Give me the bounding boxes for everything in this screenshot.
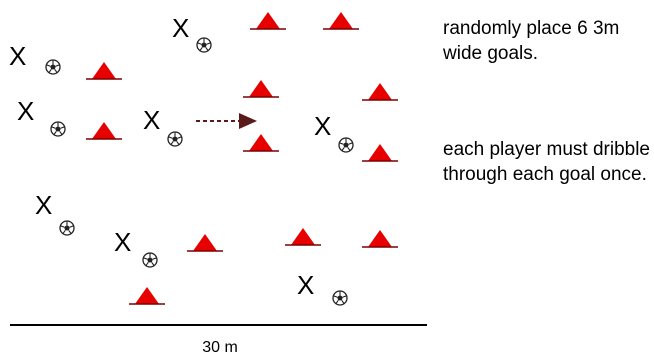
cone-marker — [284, 227, 322, 246]
player-marker: X — [17, 96, 34, 126]
soccer-ball-icon — [196, 37, 212, 53]
soccer-ball-icon — [50, 121, 66, 137]
instruction-note: randomly place 6 3m wide goals. — [443, 18, 620, 64]
cone-marker — [361, 82, 399, 101]
player-marker: X — [9, 41, 26, 71]
cone-marker — [249, 11, 287, 30]
soccer-ball-icon — [167, 131, 183, 147]
instruction-note: each player must dribble through each go… — [443, 139, 650, 185]
soccer-ball-icon — [45, 59, 61, 75]
cone-marker — [85, 61, 123, 80]
cone-marker — [85, 121, 123, 140]
player-marker: X — [297, 270, 314, 300]
cone-marker — [322, 11, 360, 30]
cone-marker — [186, 233, 224, 252]
scale-label: 30 m — [202, 339, 238, 356]
cone-marker — [128, 286, 166, 305]
soccer-ball-icon — [332, 290, 348, 306]
soccer-ball-icon — [59, 220, 75, 236]
player-marker: X — [172, 13, 189, 43]
player-marker: X — [314, 111, 331, 141]
player-marker: X — [114, 227, 131, 257]
cone-marker — [361, 143, 399, 162]
cone-marker — [361, 229, 399, 248]
soccer-ball-icon — [142, 252, 158, 268]
soccer-ball-icon — [338, 137, 354, 153]
cone-marker — [242, 133, 280, 152]
cone-marker — [242, 79, 280, 98]
player-marker: X — [143, 105, 160, 135]
player-marker: X — [35, 190, 52, 220]
